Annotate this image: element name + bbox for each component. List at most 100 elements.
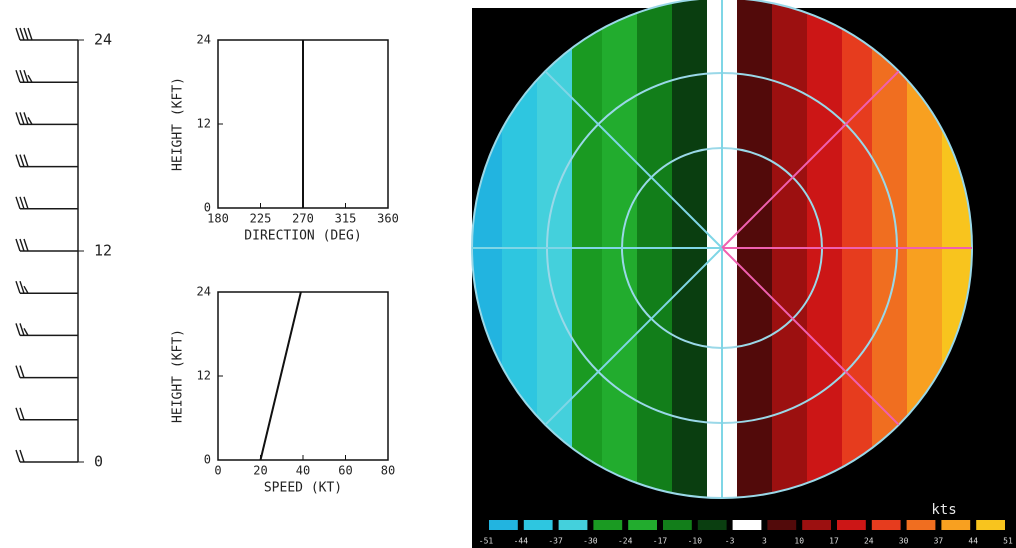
colorbar-swatch	[941, 520, 970, 530]
barb-feather	[16, 28, 20, 40]
wind-barb	[16, 450, 78, 462]
wind-barb	[16, 323, 78, 335]
y-tick-label: 0	[204, 201, 211, 215]
wind-barb	[16, 239, 78, 251]
colorbar-label: 24	[864, 537, 874, 546]
colorbar-label: -17	[653, 537, 668, 546]
colorbar-label: -24	[618, 537, 633, 546]
colorbar-swatch	[767, 520, 796, 530]
barb-feather	[16, 155, 20, 167]
colorbar-swatch	[802, 520, 831, 530]
wind-barb	[16, 155, 78, 167]
x-tick-label: 60	[338, 464, 352, 478]
barb-feather	[20, 408, 24, 420]
x-tick-label: 0	[214, 464, 221, 478]
barb-feather	[24, 28, 28, 40]
wind-barb	[16, 112, 78, 124]
barb-feather	[16, 239, 20, 251]
barb-feather	[20, 450, 24, 462]
barb-feather	[20, 155, 24, 167]
colorbar-swatch	[559, 520, 588, 530]
wind-barb	[16, 28, 78, 40]
y-tick-label: 24	[94, 31, 112, 49]
x-tick-label: 80	[381, 464, 395, 478]
y-tick-label: 24	[197, 33, 211, 47]
barb-feather	[16, 408, 20, 420]
x-tick-label: 315	[335, 212, 357, 226]
colorbar-label: 10	[794, 537, 804, 546]
x-tick-label: 270	[292, 212, 314, 226]
colorbar-label: -37	[548, 537, 563, 546]
barb-feather	[24, 286, 28, 293]
wind-barb	[16, 366, 78, 378]
colorbar-label: 51	[1003, 537, 1013, 546]
colorbar-swatch	[698, 520, 727, 530]
barb-feather	[16, 366, 20, 378]
y-tick-label: 12	[197, 369, 211, 383]
barb-feather	[28, 117, 32, 124]
colorbar-title: kts	[931, 502, 956, 518]
barb-feather	[28, 75, 32, 82]
data-line	[261, 292, 301, 460]
colorbar-label: 44	[968, 537, 978, 546]
wind-barb	[16, 408, 78, 420]
colorbar-label: 37	[934, 537, 944, 546]
y-tick-label: 12	[94, 242, 112, 260]
colorbar-label: 17	[829, 537, 839, 546]
y-tick-label: 12	[197, 117, 211, 131]
colorbar-label: 30	[899, 537, 909, 546]
colorbar-swatch	[733, 520, 762, 530]
colorbar-swatch	[628, 520, 657, 530]
colorbar-label: -3	[725, 537, 735, 546]
colorbar-swatch	[976, 520, 1005, 530]
barb-feather	[16, 112, 20, 124]
colorbar-swatch	[524, 520, 553, 530]
wind-barb	[16, 281, 78, 293]
barb-feather	[20, 366, 24, 378]
x-tick-label: 225	[250, 212, 272, 226]
figure: 0122418022527031536001224DIRECTION (DEG)…	[0, 0, 1016, 548]
x-axis-label: DIRECTION (DEG)	[244, 229, 361, 244]
colorbar-swatch	[593, 520, 622, 530]
colorbar-swatch	[907, 520, 936, 530]
barb-feather	[24, 239, 28, 251]
plot-frame	[218, 292, 388, 460]
barb-feather	[24, 328, 28, 335]
barb-feather	[20, 323, 24, 335]
barb-feather	[20, 28, 24, 40]
wind-barb	[16, 70, 78, 82]
barb-feather	[24, 70, 28, 82]
y-axis-label: HEIGHT (KFT)	[171, 329, 186, 423]
barb-feather	[24, 112, 28, 124]
barb-feather	[16, 450, 20, 462]
barb-feather	[20, 239, 24, 251]
colorbar-swatch	[872, 520, 901, 530]
colorbar-label: -30	[583, 537, 598, 546]
colorbar-label: -51	[479, 537, 494, 546]
barb-feather	[16, 197, 20, 209]
colorbar-swatch	[663, 520, 692, 530]
y-tick-label: 0	[94, 453, 103, 471]
y-tick-label: 24	[197, 285, 211, 299]
barb-feather	[20, 112, 24, 124]
barb-feather	[16, 323, 20, 335]
colorbar-swatch	[837, 520, 866, 530]
y-tick-label: 0	[204, 453, 211, 467]
x-axis-label: SPEED (KT)	[264, 481, 342, 496]
wind-barb	[16, 197, 78, 209]
barb-feather	[24, 197, 28, 209]
x-tick-label: 40	[296, 464, 310, 478]
barb-feather	[20, 197, 24, 209]
barb-feather	[16, 281, 20, 293]
colorbar-label: -10	[688, 537, 703, 546]
colorbar-label: -44	[514, 537, 529, 546]
colorbar-swatch	[489, 520, 518, 530]
colorbar-label: 3	[762, 537, 767, 546]
barb-feather	[20, 281, 24, 293]
barb-feather	[24, 155, 28, 167]
y-axis-label: HEIGHT (KFT)	[171, 77, 186, 171]
x-tick-label: 360	[377, 212, 399, 226]
x-tick-label: 20	[253, 464, 267, 478]
barb-feather	[28, 28, 32, 40]
barb-feather	[16, 70, 20, 82]
